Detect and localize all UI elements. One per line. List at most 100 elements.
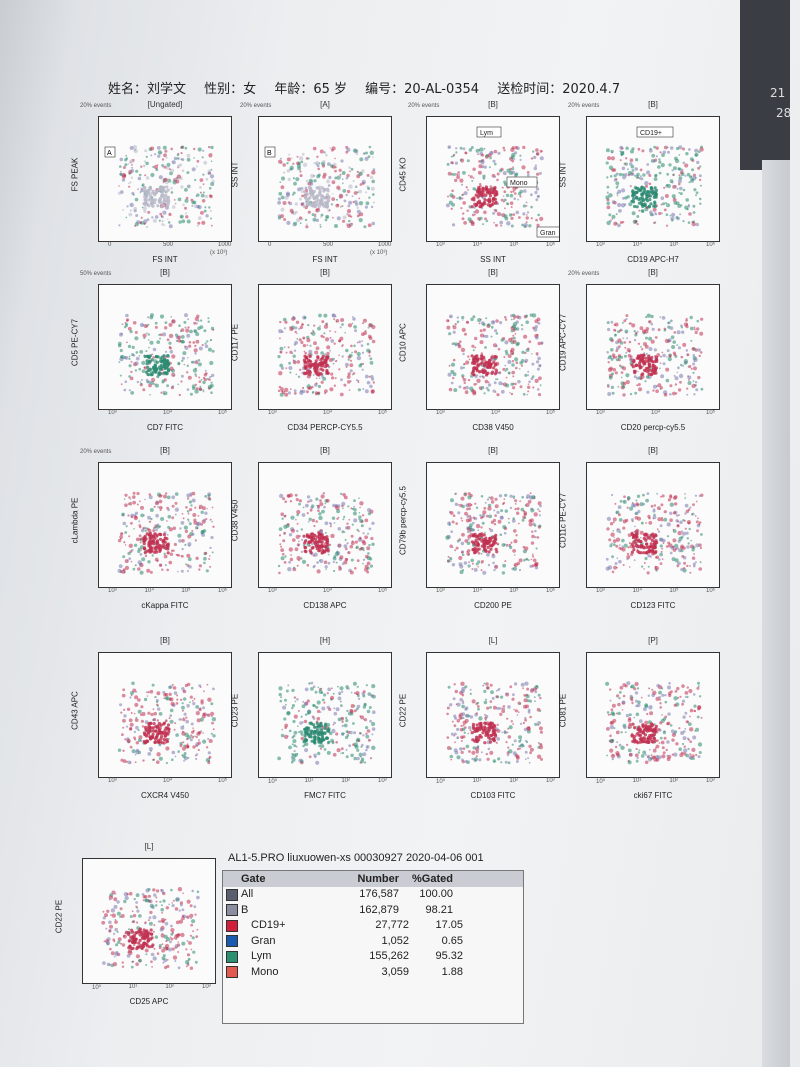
event-dot	[143, 366, 146, 369]
event-dot	[178, 718, 181, 721]
event-dot	[461, 504, 465, 509]
event-dot	[634, 512, 638, 515]
event-dot	[657, 328, 661, 332]
event-dot	[121, 178, 126, 182]
event-dot	[314, 213, 317, 216]
cluster-dot	[166, 354, 170, 358]
event-dot	[507, 354, 512, 358]
event-dot	[678, 192, 681, 194]
event-dot	[178, 539, 182, 543]
event-dot	[177, 750, 180, 753]
event-dot	[304, 713, 308, 716]
event-dot	[279, 181, 282, 183]
event-dot	[612, 530, 614, 532]
event-dot	[370, 375, 374, 379]
event-dot	[356, 174, 361, 179]
event-dot	[492, 518, 497, 522]
event-dot	[369, 384, 373, 389]
event-dot	[169, 719, 174, 724]
event-dot	[335, 741, 338, 744]
cluster-dot	[650, 545, 654, 549]
cluster-dot	[165, 738, 169, 742]
event-dot	[123, 498, 126, 500]
event-dot	[196, 718, 201, 723]
event-dot	[133, 148, 138, 154]
event-dot	[484, 379, 489, 384]
event-dot	[458, 196, 462, 200]
event-dot	[489, 496, 494, 500]
event-dot	[690, 367, 693, 370]
event-dot	[494, 329, 498, 333]
event-dot	[150, 146, 155, 151]
event-dot	[522, 212, 526, 216]
event-dot	[529, 492, 532, 495]
event-dot	[163, 177, 168, 182]
event-dot	[471, 179, 474, 182]
event-dot	[365, 151, 368, 155]
event-dot	[280, 548, 285, 552]
cluster-dot	[492, 188, 496, 192]
event-dot	[177, 335, 182, 340]
event-dot	[196, 224, 199, 227]
event-dot	[468, 561, 470, 564]
cluster-dot	[164, 546, 168, 550]
event-dot	[353, 731, 357, 735]
event-dot	[640, 177, 644, 181]
event-dot	[681, 330, 685, 334]
event-dot	[537, 393, 542, 397]
event-dot	[191, 529, 194, 532]
event-dot	[198, 387, 203, 391]
event-dot	[454, 502, 459, 506]
event-dot	[316, 709, 321, 714]
event-dot	[334, 551, 340, 557]
event-dot	[130, 513, 134, 518]
event-dot	[127, 514, 130, 517]
x-tick: 10⁴	[472, 588, 482, 594]
event-dot	[154, 153, 157, 156]
event-dot	[514, 333, 517, 335]
event-dot	[642, 365, 645, 367]
event-dot	[693, 357, 698, 362]
event-dot	[164, 326, 168, 330]
cluster-dot	[470, 205, 474, 209]
event-dot	[371, 684, 376, 689]
event-dot	[277, 564, 281, 568]
event-dot	[637, 383, 641, 386]
event-dot	[686, 393, 689, 396]
event-dot	[294, 700, 297, 703]
event-dot	[208, 558, 211, 560]
cluster-dot	[166, 188, 170, 192]
event-dot	[611, 570, 615, 574]
event-dot	[356, 559, 360, 562]
event-dot	[121, 323, 124, 326]
event-dot	[292, 211, 297, 216]
cluster-dot	[652, 204, 656, 208]
plot-frame	[586, 462, 720, 588]
cluster-dot	[314, 200, 318, 204]
cluster-dot	[632, 197, 636, 201]
event-dot	[206, 683, 209, 686]
cluster-dot	[312, 201, 316, 205]
cluster-dot	[162, 533, 166, 537]
event-dot	[164, 692, 169, 697]
event-dot	[482, 510, 487, 515]
event-dot	[469, 386, 474, 391]
cluster-dot	[634, 544, 639, 548]
event-dot	[315, 377, 318, 380]
event-dot	[357, 381, 360, 384]
event-dot	[188, 341, 192, 344]
event-dot	[280, 556, 285, 561]
event-dot	[628, 350, 631, 353]
event-dot	[361, 547, 365, 551]
event-dot	[626, 195, 630, 199]
event-dot	[338, 368, 341, 371]
event-dot	[612, 517, 617, 522]
event-dot	[282, 171, 286, 174]
event-dot	[163, 494, 167, 499]
event-dot	[639, 530, 644, 535]
event-dot	[362, 558, 366, 561]
cluster-dot	[147, 204, 151, 208]
event-dot	[327, 553, 330, 556]
event-dot	[649, 210, 653, 215]
